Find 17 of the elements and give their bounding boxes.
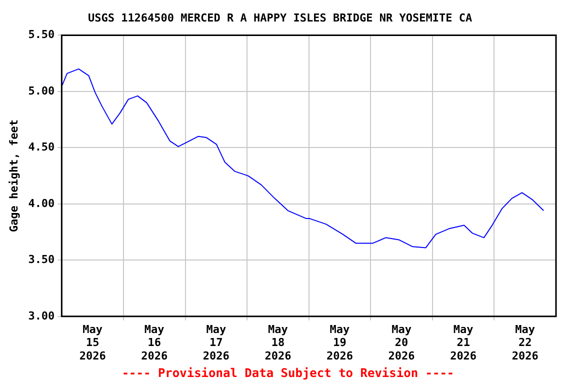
y-tick-label: 4.50: [28, 140, 55, 154]
text: ---- Provisional Data Subject to Revision ----: [120, 366, 456, 380]
y-tick-label: 5.50: [28, 28, 55, 42]
y-tick-label: 4.00: [28, 196, 55, 210]
y-tick-label: 3.50: [28, 253, 55, 266]
x-tick-label: May 15 2026: [79, 322, 106, 362]
x-tick-label: May 16 2026: [141, 322, 168, 362]
y-tick-label: 3.00: [28, 309, 55, 322]
x-tick-label: May 19 2026: [326, 322, 354, 362]
x-tick-label: May 20 2026: [388, 322, 416, 362]
y-axis-title: Gage height, feet: [7, 120, 20, 232]
y-tick-label: 5.00: [28, 84, 55, 98]
x-tick-label: May 22 2026: [512, 322, 539, 362]
x-tick-label: May 17 2026: [202, 322, 230, 362]
x-tick-label: May 18 2026: [264, 322, 292, 362]
x-tick-label: May 21 2026: [450, 322, 477, 362]
chart-title: USGS 11264500 MERCED R A HAPPY ISLES BRIDGE NR YOSEMITE CA: [88, 11, 472, 24]
